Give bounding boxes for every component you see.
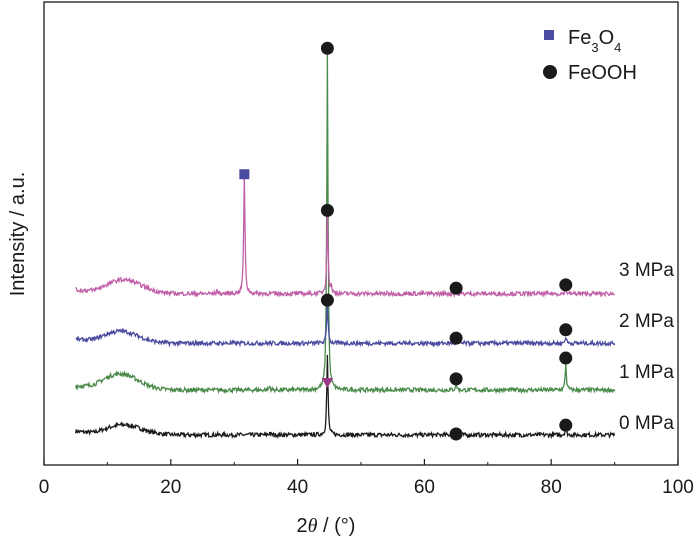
marker-group — [239, 41, 573, 441]
feooh-marker — [559, 418, 573, 432]
x-tick-label: 20 — [160, 477, 181, 498]
x-tick-label: 80 — [541, 477, 562, 498]
legend-square-icon — [544, 30, 554, 40]
feooh-marker — [449, 331, 463, 345]
feooh-marker — [320, 293, 334, 307]
x-tick-label: 40 — [287, 477, 308, 498]
feooh-marker — [320, 41, 334, 55]
fe3o4-marker — [239, 169, 250, 180]
series-label: 1 MPa — [619, 362, 674, 383]
series-line-3 — [75, 173, 616, 299]
feooh-marker — [320, 203, 334, 217]
series-group — [75, 52, 616, 440]
series-label: 0 MPa — [619, 413, 674, 434]
y-axis-label: Intensity / a.u. — [7, 172, 29, 297]
x-tick-label: 100 — [662, 477, 694, 498]
legend-feooh: FeOOH — [568, 62, 637, 84]
series-label: 2 MPa — [619, 311, 674, 332]
x-ticks: 0 20 40 60 80 100 — [39, 459, 694, 498]
legend: Fe3O4 FeOOH — [543, 27, 637, 84]
x-tick-label: 60 — [414, 477, 435, 498]
triangle-marker — [321, 378, 334, 389]
series-line-1 — [75, 52, 616, 395]
feooh-marker — [449, 372, 463, 386]
series-line-0 — [75, 354, 616, 440]
legend-circle-icon — [543, 65, 557, 79]
series-label: 3 MPa — [619, 260, 674, 281]
feooh-marker — [449, 427, 463, 441]
feooh-marker — [559, 278, 573, 292]
x-axis-label: 2θ / (°) — [297, 515, 356, 537]
feooh-marker — [449, 281, 463, 295]
series-labels: 3 MPa 2 MPa 1 MPa 0 MPa — [619, 260, 674, 434]
x-tick-label: 0 — [39, 477, 50, 498]
feooh-marker — [559, 351, 573, 365]
legend-fe3o4: Fe3O4 — [568, 27, 621, 55]
series-line-2 — [75, 301, 616, 348]
feooh-marker — [559, 323, 573, 337]
